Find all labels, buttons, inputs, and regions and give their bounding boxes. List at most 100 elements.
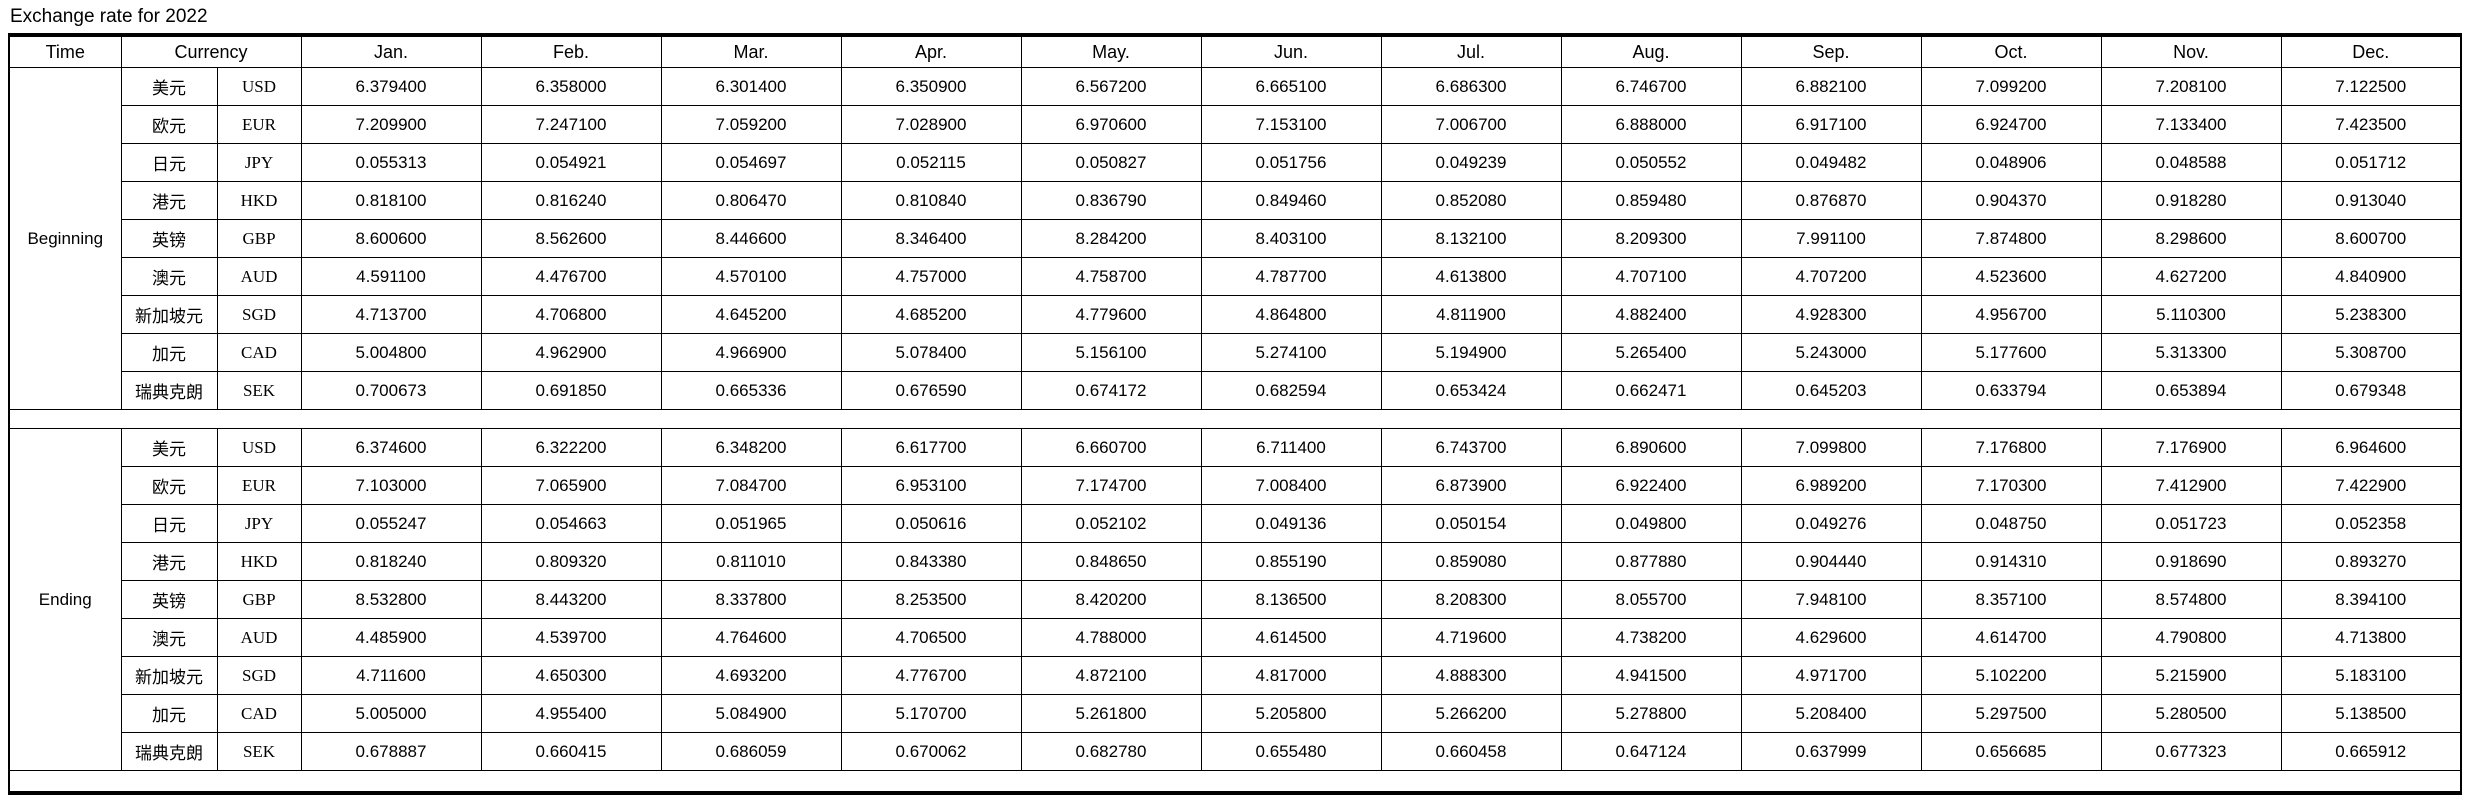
currency-name-cn: 新加坡元 [120,295,218,334]
rate-cell: 4.882400 [1560,295,1742,334]
currency-code: HKD [216,542,302,581]
rate-cell: 4.872100 [1020,656,1202,695]
rate-cell: 4.719600 [1380,618,1562,657]
rate-cell: 7.153100 [1200,105,1382,144]
rate-cell: 8.284200 [1020,219,1202,258]
rate-cell: 4.591100 [300,257,482,296]
rate-cell: 6.379400 [300,67,482,106]
rate-cell: 0.051723 [2100,504,2282,543]
rate-cell: 6.348200 [660,428,842,467]
col-header-month-apr: Apr. [840,34,1022,68]
rate-cell: 0.843380 [840,542,1022,581]
page-title: Exchange rate for 2022 [10,6,208,27]
table-row-ending-jpy: 日元 JPY 0.055247 0.054663 0.051965 0.050616 0.0… [9,504,2462,543]
rate-cell: 6.358000 [480,67,662,106]
rate-cell: 0.049800 [1560,504,1742,543]
currency-code: JPY [216,504,302,543]
rate-cell: 7.008400 [1200,466,1382,505]
rate-cell: 5.170700 [840,694,1022,733]
rate-cell: 6.711400 [1200,428,1382,467]
rate-cell: 0.682780 [1020,732,1202,771]
rate-cell: 6.873900 [1380,466,1562,505]
rate-cell: 4.840900 [2280,257,2462,296]
rate-cell: 6.743700 [1380,428,1562,467]
section-label-ending: Ending [8,428,122,771]
col-header-month-dec: Dec. [2280,34,2462,68]
rate-cell: 7.122500 [2280,67,2462,106]
rate-cell: 4.613800 [1380,257,1562,296]
rate-cell: 4.523600 [1920,257,2102,296]
col-header-month-jan: Jan. [300,34,482,68]
rate-cell: 8.532800 [300,580,482,619]
rate-cell: 5.156100 [1020,333,1202,372]
rate-cell: 7.170300 [1920,466,2102,505]
rate-cell: 8.132100 [1380,219,1562,258]
rate-cell: 7.099800 [1740,428,1922,467]
currency-code: GBP [216,219,302,258]
rate-cell: 8.357100 [1920,580,2102,619]
rate-cell: 0.656685 [1920,732,2102,771]
rate-cell: 7.006700 [1380,105,1562,144]
currency-name-cn: 加元 [120,694,218,733]
rate-cell: 4.955400 [480,694,662,733]
rate-cell: 4.706800 [480,295,662,334]
table-row-beginning-usd: Beginning 美元 USD 6.379400 6.358000 6.301400 6.… [8,67,2462,410]
rate-cell: 0.877880 [1560,542,1742,581]
rate-cell: 0.050616 [840,504,1022,543]
rate-cell: 4.966900 [660,333,842,372]
table-row-beginning-sek: 瑞典克朗 SEK 0.700673 0.691850 0.665336 0.676590 0… [9,371,2462,410]
currency-code: CAD [216,333,302,372]
table-row-ending-usd: Ending 美元 USD 6.374600 6.322200 6.348200 6.617… [8,428,2462,771]
rate-cell: 6.322200 [480,428,662,467]
currency-code: GBP [216,580,302,619]
rate-cell: 4.713700 [300,295,482,334]
rate-cell: 5.215900 [2100,656,2282,695]
currency-code: USD [216,428,302,467]
rate-cell: 8.346400 [840,219,1022,258]
rate-cell: 4.962900 [480,333,662,372]
table-row-ending-sek: 瑞典克朗 SEK 0.678887 0.660415 0.686059 0.670062 0… [9,732,2462,771]
rate-cell: 0.051712 [2280,143,2462,182]
currency-name-cn: 瑞典克朗 [120,732,218,771]
table-row-ending-cad: 加元 CAD 5.005000 4.955400 5.084900 5.170700 5.2… [9,694,2462,733]
col-header-currency: Currency [120,34,302,68]
rate-cell: 4.711600 [300,656,482,695]
table-row-beginning-eur: 欧元 EUR 7.209900 7.247100 7.059200 7.028900 6.9… [9,105,2462,144]
rate-cell: 6.922400 [1560,466,1742,505]
rate-cell: 7.422900 [2280,466,2462,505]
rate-cell: 4.928300 [1740,295,1922,334]
rate-cell: 0.048906 [1920,143,2102,182]
rate-cell: 4.757000 [840,257,1022,296]
currency-name-cn: 美元 [120,67,218,106]
rate-cell: 6.924700 [1920,105,2102,144]
rate-cell: 4.614700 [1920,618,2102,657]
currency-code: JPY [216,143,302,182]
rate-cell: 6.374600 [300,428,482,467]
rate-cell: 8.403100 [1200,219,1382,258]
rate-cell: 0.848650 [1020,542,1202,581]
rate-cell: 8.055700 [1560,580,1742,619]
table-row-beginning-hkd: 港元 HKD 0.818100 0.816240 0.806470 0.810840 0.8… [9,181,2462,220]
table-row-beginning-aud: 澳元 AUD 4.591100 4.476700 4.570100 4.757000 4.7… [9,257,2462,296]
rate-cell: 4.650300 [480,656,662,695]
rate-cell: 6.989200 [1740,466,1922,505]
rate-cell: 5.110300 [2100,295,2282,334]
currency-name-cn: 欧元 [120,105,218,144]
currency-code: EUR [216,105,302,144]
rate-cell: 5.205800 [1200,694,1382,733]
rate-cell: 7.099200 [1920,67,2102,106]
rate-cell: 4.627200 [2100,257,2282,296]
rate-cell: 7.174700 [1020,466,1202,505]
rate-cell: 0.048588 [2100,143,2282,182]
rate-cell: 7.208100 [2100,67,2282,106]
table-row-beginning-gbp: 英镑 GBP 8.600600 8.562600 8.446600 8.346400 8.2… [9,219,2462,258]
rate-cell: 8.253500 [840,580,1022,619]
rate-cell: 0.811010 [660,542,842,581]
currency-code: HKD [216,181,302,220]
rate-cell: 0.904440 [1740,542,1922,581]
rate-cell: 4.864800 [1200,295,1382,334]
rate-cell: 6.882100 [1740,67,1922,106]
rate-cell: 4.713800 [2280,618,2462,657]
rate-cell: 0.049276 [1740,504,1922,543]
rate-cell: 4.811900 [1380,295,1562,334]
